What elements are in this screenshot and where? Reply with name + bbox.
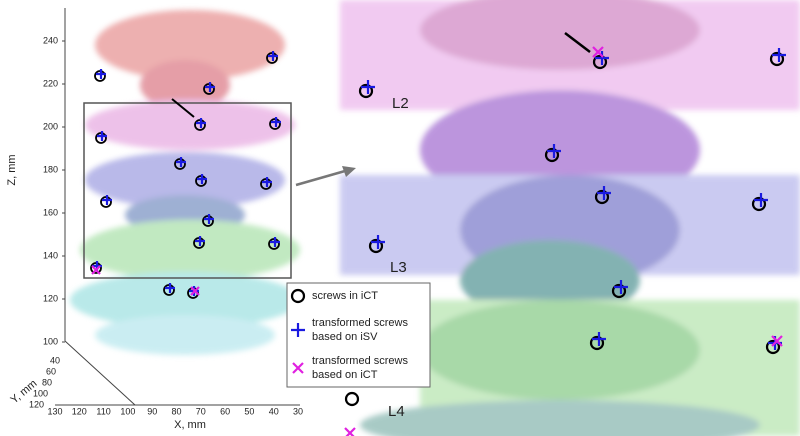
- screw-isv: [176, 157, 186, 167]
- axes: [55, 8, 300, 406]
- z-tick-label: 220: [43, 78, 58, 88]
- z-tick-label: 120: [43, 293, 58, 303]
- screw-isv: [195, 236, 205, 246]
- legend-box: [286, 282, 431, 388]
- screw-isv: [772, 48, 786, 62]
- screw-ict: [765, 339, 781, 355]
- screw-markers: [90, 46, 786, 436]
- screw-ict-transformed: [91, 265, 101, 275]
- screw-isv: [754, 193, 768, 207]
- pointer-arrow: [564, 32, 591, 53]
- screw-isv: [102, 195, 112, 205]
- pointer-arrow: [171, 98, 195, 118]
- zoom-arrow: [295, 169, 346, 187]
- left-spine: [70, 10, 300, 355]
- screw-ict: [589, 335, 605, 351]
- x-tick-label: 70: [196, 406, 206, 416]
- level-label: L3: [390, 259, 407, 276]
- legend-label: based on iCT: [312, 369, 378, 381]
- screw-isv: [205, 82, 215, 92]
- screw-ict: [344, 391, 360, 407]
- x-tick-label: 30: [293, 406, 303, 416]
- screw-isv: [614, 280, 628, 294]
- x-tick-label: 110: [96, 406, 110, 416]
- screw-isv: [361, 80, 375, 94]
- screw-isv: [371, 235, 385, 249]
- x-tick-label: 120: [72, 406, 87, 416]
- screw-isv: [291, 323, 305, 337]
- right-spine: [340, 0, 800, 436]
- screw-isv: [597, 186, 611, 200]
- y-tick-label: 80: [42, 377, 52, 387]
- screw-ict-transformed: [190, 286, 200, 296]
- screw-isv: [592, 332, 606, 346]
- screw-isv: [197, 174, 207, 184]
- screw-ict: [290, 288, 306, 304]
- legend-label: transformed screws: [312, 355, 408, 367]
- legend: screws in iCT transformed screws based on …: [290, 288, 408, 381]
- legend-label: based on iSV: [312, 331, 378, 343]
- legend-label: screws in iCT: [312, 290, 378, 302]
- screw-isv: [165, 283, 175, 293]
- screw-isv: [204, 214, 214, 224]
- z-tick-label: 180: [43, 164, 58, 174]
- screw-isv: [268, 51, 278, 61]
- x-tick-label: 100: [120, 406, 135, 416]
- x-axis-label: X, mm: [174, 419, 206, 431]
- screw-isv: [270, 237, 280, 247]
- screw-isv: [96, 69, 106, 79]
- y-tick-label: 40: [50, 355, 60, 365]
- screw-ict: [368, 238, 384, 254]
- screw-isv: [271, 117, 281, 127]
- screw-ict-transformed: [592, 46, 604, 58]
- screw-isv: [196, 118, 206, 128]
- y-tick-label: 120: [29, 399, 44, 409]
- x-tick-label: 50: [244, 406, 254, 416]
- level-label: L4: [388, 403, 405, 420]
- x-tick-label: 60: [220, 406, 230, 416]
- x-tick-label: 130: [47, 406, 62, 416]
- screw-ict: [611, 283, 627, 299]
- z-tick-label: 100: [43, 336, 58, 346]
- z-tick-label: 140: [43, 250, 58, 260]
- zoom-arrowhead: [342, 166, 356, 177]
- zoom-box: [83, 102, 292, 279]
- screw-isv: [97, 131, 107, 141]
- x-tick-label: 90: [147, 406, 157, 416]
- screw-ict: [769, 51, 785, 67]
- x-tick-label: 80: [171, 406, 181, 416]
- screw-ict: [358, 83, 374, 99]
- y-tick-label: 60: [46, 366, 56, 376]
- screw-ict-transformed: [771, 335, 783, 347]
- screw-ict: [594, 189, 610, 205]
- level-label: L2: [392, 95, 409, 112]
- z-tick-label: 200: [43, 121, 58, 131]
- legend-label: transformed screws: [312, 317, 408, 329]
- screw-ict: [544, 147, 560, 163]
- z-tick-label: 160: [43, 207, 58, 217]
- screw-isv: [547, 144, 561, 158]
- x-tick-label: 40: [269, 406, 279, 416]
- y-tick-label: 100: [33, 388, 48, 398]
- screw-isv: [595, 51, 609, 65]
- z-tick-label: 240: [43, 35, 58, 45]
- screw-isv: [262, 177, 272, 187]
- z-axis-label: Z, mm: [6, 154, 18, 185]
- screw-ict: [592, 54, 608, 70]
- screw-ict-transformed: [344, 427, 356, 436]
- screw-ict: [751, 196, 767, 212]
- screw-ict-transformed: [292, 362, 304, 374]
